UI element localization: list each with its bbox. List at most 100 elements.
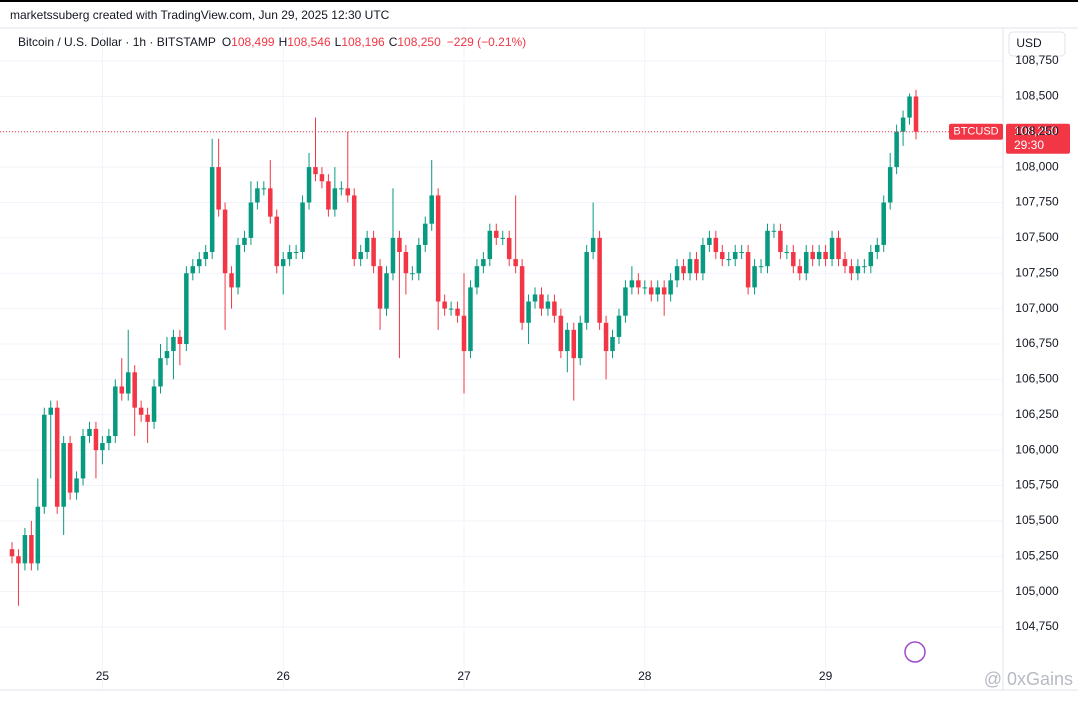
candle-body (526, 301, 531, 323)
candle-body (9, 549, 15, 557)
candle-body (636, 280, 641, 288)
legend-value: 108,196 (341, 35, 385, 49)
legend-value: 108,250 (397, 35, 441, 49)
y-tick-label: 104,750 (1015, 619, 1059, 633)
legend-key: C (389, 35, 398, 49)
y-tick-label: 106,000 (1015, 442, 1059, 456)
x-tick-label: 29 (819, 669, 833, 683)
candle-body (229, 273, 234, 288)
candle-body (435, 195, 441, 302)
candle-body (597, 237, 602, 323)
candle-body (758, 266, 764, 268)
candle-body (616, 315, 622, 337)
candle-body (313, 167, 318, 175)
y-tick-label: 107,250 (1015, 265, 1059, 279)
candle-body (100, 443, 105, 451)
candle-body (242, 237, 247, 245)
candle-body (752, 266, 757, 288)
watermark: @ 0xGains (984, 669, 1073, 689)
candle-body (339, 188, 344, 190)
candle-body (54, 407, 60, 507)
symbol: Bitcoin / U.S. Dollar · 1h · BITSTAMP (18, 35, 216, 49)
candle-body (900, 117, 906, 132)
candle-body (332, 188, 338, 210)
y-tick-label: 108,000 (1015, 159, 1059, 173)
candle-body (390, 237, 396, 274)
candle-body (842, 259, 848, 267)
candle-body (177, 336, 183, 344)
candle-body (513, 259, 518, 267)
candle-body (494, 230, 499, 238)
candle-body (209, 167, 215, 253)
candle-body (306, 167, 312, 203)
candle-body (364, 237, 370, 253)
candle-body (93, 428, 99, 451)
candle-body (403, 252, 409, 274)
candle-body (519, 266, 525, 323)
candle-body (668, 280, 673, 295)
legend-key: H (279, 35, 288, 49)
y-tick-label: 105,750 (1015, 478, 1059, 492)
y-tick-label: 106,250 (1015, 407, 1059, 421)
candle-body (584, 252, 589, 323)
candle-body (771, 230, 777, 232)
candle-body (887, 167, 893, 203)
candle-body (874, 244, 880, 253)
y-tick-label: 108,750 (1015, 53, 1059, 67)
symbol-tag (949, 123, 1003, 140)
candle-body (319, 174, 325, 182)
candle-body (48, 407, 54, 415)
candle-body (474, 266, 480, 288)
x-tick-label: 25 (96, 669, 110, 683)
candle-body (29, 535, 34, 564)
candle-body (158, 358, 163, 387)
candle-body (791, 252, 796, 267)
legend: Bitcoin / U.S. Dollar · 1h · BITSTAMP O10… (18, 35, 526, 49)
y-tick-label: 107,500 (1015, 230, 1059, 244)
candle-body (280, 259, 286, 267)
candle-body (222, 209, 228, 274)
candle-body (810, 252, 815, 260)
currency-button[interactable] (1008, 31, 1066, 57)
candle-body (648, 287, 654, 295)
candle-body (849, 266, 854, 274)
candle-body (577, 322, 583, 359)
candle-body (300, 202, 305, 253)
candle-body (868, 252, 874, 267)
y-tick-label: 105,250 (1015, 548, 1059, 562)
candle-body (138, 407, 144, 415)
candle-body (862, 266, 867, 268)
candle-body (720, 252, 725, 260)
candle-body (545, 301, 551, 309)
candle-body (590, 237, 596, 253)
candle-body (106, 435, 112, 444)
candle-body (196, 259, 202, 267)
candle-body (913, 96, 919, 132)
candle-body (255, 188, 260, 203)
candle-body (16, 556, 21, 564)
y-tick-label: 107,000 (1015, 301, 1059, 315)
candle-body (661, 287, 667, 295)
candle-body (22, 535, 28, 564)
candle-body (687, 259, 693, 274)
candle-body (881, 202, 886, 245)
candle-body (119, 386, 125, 394)
candle-body (442, 301, 447, 309)
candle-body (571, 329, 577, 359)
candle-body (784, 252, 790, 254)
currency[interactable]: USD (1016, 36, 1042, 50)
candle-body (268, 188, 273, 217)
candle-body (274, 216, 280, 267)
candle-body (552, 301, 557, 316)
candle-body (416, 244, 422, 274)
candle-body (558, 315, 564, 352)
candle-body (681, 266, 686, 274)
candle-body (74, 478, 79, 493)
y-tick-label: 106,500 (1015, 372, 1059, 386)
candle-body (610, 336, 615, 352)
candle-body (67, 443, 73, 493)
icon[interactable] (904, 641, 926, 663)
candle-body (287, 252, 292, 260)
